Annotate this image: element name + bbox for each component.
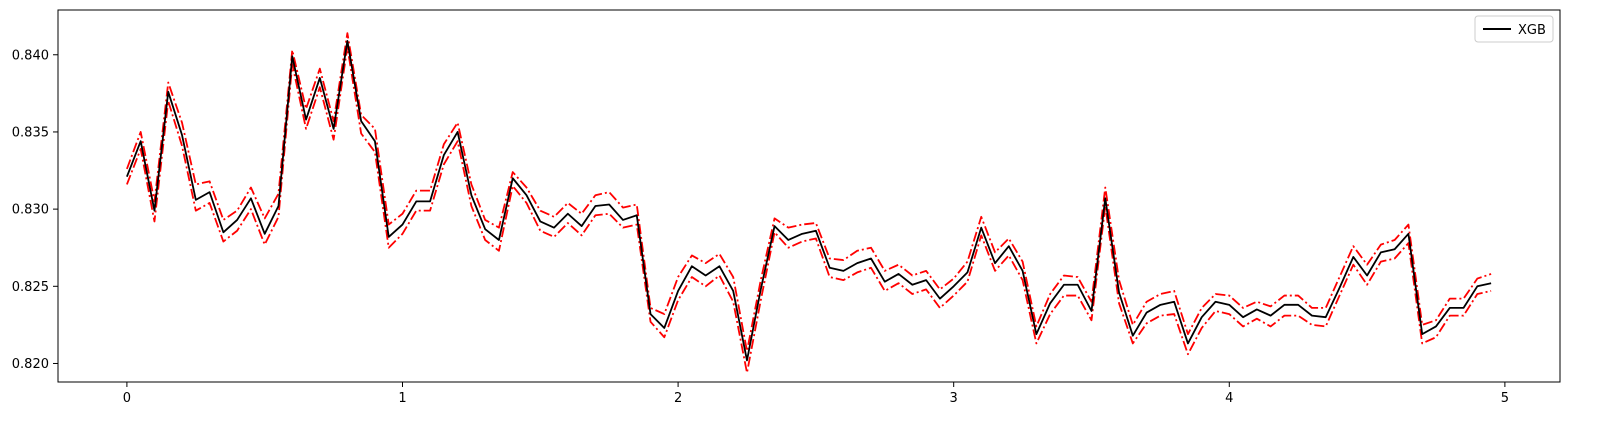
series-line-lower-band — [126, 46, 1492, 374]
series-layer — [126, 32, 1492, 374]
x-axis: 0 1 2 3 4 5 — [123, 382, 1509, 406]
legend-box — [1474, 15, 1554, 43]
x-tick-label: 2 — [674, 391, 682, 406]
y-tick-label: 0.820 — [12, 357, 49, 372]
x-tick-label: 1 — [398, 391, 406, 406]
legend: XGB — [1474, 15, 1554, 43]
series-line-xgb — [126, 39, 1492, 362]
y-tick-label: 0.835 — [12, 125, 49, 140]
x-tick-label: 0 — [123, 391, 131, 406]
y-tick-label: 0.830 — [12, 203, 49, 218]
x-tick-label: 3 — [950, 391, 958, 406]
plot-frame — [57, 9, 1561, 383]
legend-label-xgb: XGB — [1518, 23, 1546, 38]
x-tick-label: 5 — [1501, 391, 1509, 406]
x-tick-label: 4 — [1225, 391, 1233, 406]
y-axis: 0.820 0.825 0.830 0.835 0.840 — [12, 48, 58, 372]
y-tick-label: 0.825 — [12, 280, 49, 295]
y-tick-label: 0.840 — [12, 48, 49, 63]
series-line-upper-band — [126, 32, 1492, 353]
